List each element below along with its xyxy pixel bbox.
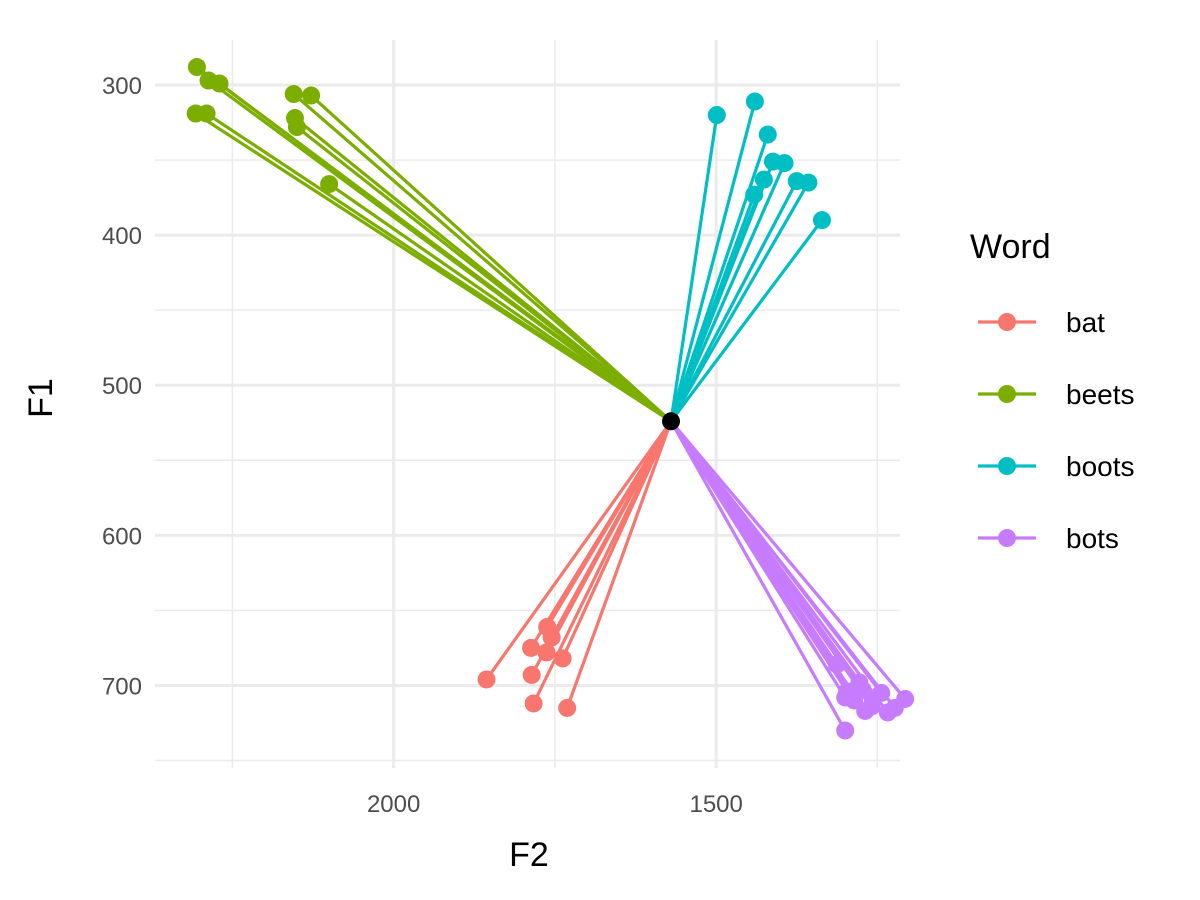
point-bat: [537, 643, 556, 662]
point-bots: [836, 688, 855, 707]
legend-key-point-boots: [998, 457, 1016, 475]
point-beets: [210, 74, 229, 93]
origin-point: [662, 412, 681, 431]
minor-gridlines: [155, 40, 900, 768]
legend: Word bat beets boots bots: [970, 228, 1135, 554]
point-beets: [287, 118, 306, 137]
legend-key-point-beets: [998, 385, 1016, 403]
point-boots: [799, 173, 818, 192]
point-bat: [524, 694, 543, 713]
point-beets: [197, 104, 216, 123]
point-boots: [775, 154, 794, 173]
segment-boots: [669, 99, 757, 423]
point-beets: [320, 175, 339, 194]
point-bots: [836, 721, 855, 740]
point-boots: [745, 92, 764, 111]
point-beets: [302, 86, 321, 105]
point-bat: [553, 649, 572, 668]
segment-boots: [669, 193, 756, 423]
point-boots: [754, 170, 773, 189]
segment-bat: [561, 419, 673, 661]
point-bots: [827, 655, 846, 674]
segment-bots: [669, 419, 897, 710]
y-tick-label: 700: [102, 673, 142, 700]
x-axis-title: F2: [509, 836, 549, 874]
point-bat: [522, 665, 541, 684]
point-boots: [745, 185, 764, 204]
segment-beets: [309, 93, 673, 423]
axis-ticks: 2000 1500 300 400 500 600 700: [102, 73, 743, 818]
segment-bat: [550, 419, 673, 640]
segment-beets: [205, 111, 673, 423]
point-bots: [853, 680, 872, 699]
point-bots: [872, 683, 891, 702]
segment-beets: [217, 81, 673, 423]
segment-bots: [669, 419, 847, 700]
legend-key-point-bots: [998, 529, 1016, 547]
legend-title: Word: [970, 228, 1051, 266]
y-tick-label: 300: [102, 73, 142, 100]
y-tick-label: 400: [102, 223, 142, 250]
segment-beets: [295, 125, 673, 423]
legend-label-bots: bots: [1066, 523, 1119, 554]
y-tick-label: 500: [102, 373, 142, 400]
segment-bots: [669, 419, 847, 733]
x-tick-label: 1500: [689, 791, 742, 818]
point-bat: [542, 628, 561, 647]
point-bat: [558, 698, 577, 717]
legend-label-boots: boots: [1066, 451, 1135, 482]
segment-boots: [669, 161, 787, 423]
point-boots: [707, 106, 726, 125]
legend-label-beets: beets: [1066, 379, 1135, 410]
major-gridlines: [155, 40, 900, 768]
point-boots: [758, 125, 777, 144]
segment-boots: [669, 180, 811, 423]
segment-beets: [292, 92, 673, 423]
y-axis-title: F1: [22, 378, 60, 418]
point-beets: [187, 58, 206, 77]
point-boots: [812, 211, 831, 230]
segment-bots: [669, 419, 839, 667]
point-bots: [885, 698, 904, 717]
segment-boots: [669, 179, 799, 423]
y-tick-label: 600: [102, 523, 142, 550]
segment-bots: [669, 419, 907, 701]
point-bat: [522, 638, 541, 657]
x-tick-label: 2000: [367, 791, 420, 818]
segment-boots: [669, 218, 824, 423]
segment-bat: [565, 419, 673, 710]
point-bots: [856, 701, 875, 720]
legend-label-bat: bat: [1066, 307, 1105, 338]
segment-bat: [484, 419, 673, 682]
vowel-points: [186, 58, 915, 740]
legend-key-point-bat: [998, 313, 1016, 331]
point-bat: [477, 670, 496, 689]
point-beets: [284, 85, 303, 104]
segment-boots: [669, 113, 719, 423]
segment-beets: [327, 182, 673, 423]
